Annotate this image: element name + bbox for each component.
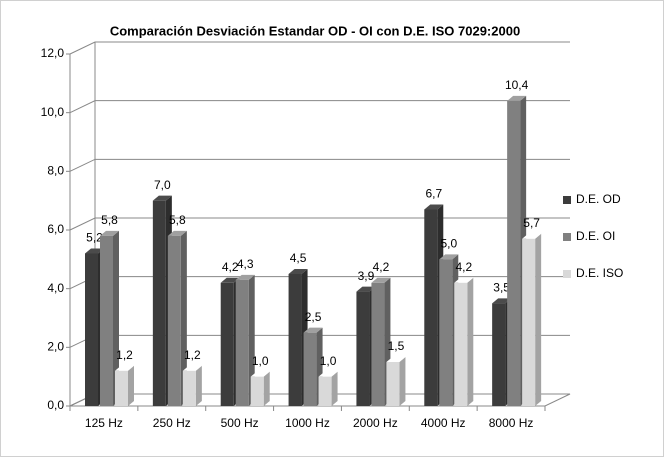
bar bbox=[100, 235, 113, 406]
y-tick-label: 6,0 bbox=[47, 222, 64, 236]
y-tick-label: 10,0 bbox=[41, 105, 65, 119]
bar-side bbox=[128, 365, 134, 406]
bar bbox=[220, 282, 234, 406]
bar bbox=[371, 282, 385, 406]
value-label: 7,0 bbox=[154, 178, 171, 192]
bar bbox=[167, 235, 181, 406]
value-label: 1,2 bbox=[116, 348, 133, 362]
bar-top bbox=[439, 254, 459, 260]
y-tick-label: 4,0 bbox=[47, 281, 64, 295]
value-label: 1,0 bbox=[320, 354, 337, 368]
value-label: 3,5 bbox=[493, 281, 510, 295]
bar-top bbox=[318, 371, 338, 377]
x-tick-label: 500 Hz bbox=[221, 416, 259, 430]
bar-side bbox=[535, 233, 542, 406]
legend-label: D.E. OI bbox=[576, 229, 615, 243]
value-label: 4,2 bbox=[373, 260, 390, 274]
bar-top bbox=[250, 371, 270, 377]
bar-top bbox=[85, 248, 104, 254]
bar bbox=[507, 100, 521, 406]
bar-top bbox=[507, 95, 527, 101]
bar-top bbox=[356, 286, 376, 292]
bar bbox=[250, 376, 264, 406]
value-label: 5,7 bbox=[523, 216, 540, 230]
bar-side bbox=[467, 277, 474, 406]
x-tick-label: 2000 Hz bbox=[353, 416, 398, 430]
value-label: 5,8 bbox=[101, 213, 118, 227]
value-label: 1,5 bbox=[388, 339, 405, 353]
bar bbox=[318, 376, 332, 406]
value-label: 6,7 bbox=[425, 187, 442, 201]
bar-side bbox=[180, 230, 187, 406]
bar-top bbox=[492, 298, 512, 304]
value-label: 4,5 bbox=[290, 251, 307, 265]
grid-line bbox=[69, 158, 570, 172]
value-label: 4,2 bbox=[455, 260, 472, 274]
x-tick-label: 250 Hz bbox=[153, 416, 191, 430]
legend-label: D.E. ISO bbox=[576, 266, 623, 280]
bar-top bbox=[167, 230, 187, 236]
x-tick-label: 8000 Hz bbox=[489, 416, 534, 430]
bar-top bbox=[303, 327, 323, 333]
value-label: 4,2 bbox=[222, 260, 239, 274]
bar bbox=[85, 253, 98, 406]
bar bbox=[288, 274, 302, 406]
x-tick-label: 125 Hz bbox=[85, 416, 123, 430]
grid-line bbox=[69, 41, 570, 55]
legend-label: D.E. OD bbox=[576, 192, 621, 206]
value-label: 5,8 bbox=[169, 213, 186, 227]
bar bbox=[235, 279, 249, 406]
bar-top bbox=[454, 277, 474, 283]
bar bbox=[439, 259, 453, 406]
value-label: 5,0 bbox=[440, 237, 457, 251]
bar-top bbox=[182, 365, 202, 371]
bar-side bbox=[248, 274, 255, 406]
y-tick-label: 8,0 bbox=[47, 164, 64, 178]
bar-top bbox=[220, 277, 240, 283]
y-tick-label: 0,0 bbox=[47, 398, 64, 412]
bar bbox=[454, 282, 468, 406]
legend-swatch bbox=[563, 270, 571, 278]
bar bbox=[182, 370, 196, 406]
legend-swatch bbox=[563, 196, 571, 204]
value-label: 10,4 bbox=[505, 78, 529, 92]
value-label: 1,0 bbox=[252, 354, 269, 368]
x-tick-label: 1000 Hz bbox=[285, 416, 330, 430]
bar-top bbox=[235, 274, 255, 280]
grid-line bbox=[69, 100, 570, 114]
bar-top bbox=[100, 230, 119, 236]
value-label: 2,5 bbox=[305, 310, 322, 324]
bar bbox=[115, 370, 128, 406]
value-label: 1,2 bbox=[184, 348, 201, 362]
bar-side bbox=[113, 230, 119, 406]
x-tick-label: 4000 Hz bbox=[421, 416, 466, 430]
bar-top bbox=[424, 204, 444, 210]
bar bbox=[522, 238, 536, 406]
bar-top bbox=[115, 365, 134, 371]
bar-top bbox=[152, 195, 172, 201]
bar-side bbox=[399, 357, 406, 406]
bar bbox=[152, 200, 166, 406]
legend-swatch bbox=[563, 233, 571, 241]
bar-side bbox=[263, 371, 270, 406]
bar-top bbox=[371, 277, 391, 283]
bar-top bbox=[288, 269, 308, 274]
y-tick-label: 2,0 bbox=[47, 340, 64, 354]
chart-title: Comparación Desviación Estandar OD - OI … bbox=[110, 23, 520, 38]
grid-line bbox=[69, 217, 570, 231]
value-label: 5,2 bbox=[86, 231, 103, 245]
value-label: 4,3 bbox=[237, 257, 254, 271]
bar-top bbox=[386, 357, 406, 362]
y-tick-label: 12,0 bbox=[41, 46, 65, 60]
value-label: 3,9 bbox=[358, 269, 375, 283]
bar bbox=[356, 291, 370, 406]
bar-top bbox=[522, 233, 542, 239]
bar bbox=[492, 303, 506, 406]
bar bbox=[386, 362, 400, 406]
bar bbox=[303, 332, 317, 406]
bar bbox=[424, 209, 438, 406]
bar-side bbox=[331, 371, 338, 406]
bar-side bbox=[195, 365, 202, 406]
